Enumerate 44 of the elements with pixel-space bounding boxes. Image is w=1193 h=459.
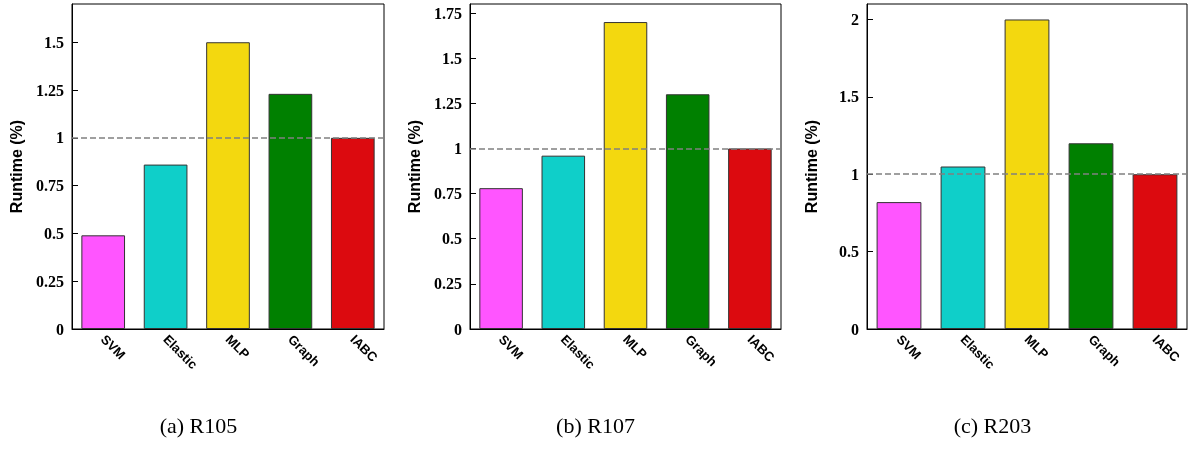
bar xyxy=(876,202,922,329)
y-tick-label: 0 xyxy=(851,320,859,338)
y-tick-label: 1.5 xyxy=(44,33,64,51)
y-tick-label: 1.5 xyxy=(839,88,859,106)
y-tick-label: 0.5 xyxy=(839,243,859,261)
y-tick-label: 0.75 xyxy=(36,177,64,195)
y-tick-label: 2 xyxy=(851,10,859,28)
y-tick-label: 0.75 xyxy=(434,185,462,203)
y-tick-label: 0.25 xyxy=(36,272,64,290)
bar xyxy=(1132,174,1178,329)
y-tick-label: 1.5 xyxy=(442,49,462,67)
y-axis-title: Runtime (%) xyxy=(7,119,25,214)
bar xyxy=(479,188,523,329)
y-tick-label: 1 xyxy=(851,165,859,183)
bar xyxy=(81,235,126,329)
y-tick-label: 0 xyxy=(454,320,462,338)
x-tick-label: MLP xyxy=(222,331,253,362)
text: (b) R107 xyxy=(556,412,635,438)
y-tick-label: 1.25 xyxy=(434,94,462,112)
y-tick-label: 1.75 xyxy=(434,4,462,22)
bar xyxy=(940,166,986,329)
y-tick-label: 0.25 xyxy=(434,275,462,293)
y-axis-title: Runtime (%) xyxy=(405,119,423,214)
bar xyxy=(541,155,586,329)
y-tick-label: 1 xyxy=(454,139,462,157)
y-axis-title: Runtime (%) xyxy=(802,119,820,214)
x-tick-label: MLP xyxy=(1021,331,1052,362)
y-tick-label: 1.25 xyxy=(36,81,64,99)
bar xyxy=(728,148,772,329)
bar xyxy=(665,94,710,329)
bar xyxy=(1004,19,1050,329)
bar xyxy=(206,42,250,329)
x-tick-label: MLP xyxy=(620,331,651,362)
y-tick-label: 0 xyxy=(56,320,64,338)
bar xyxy=(143,164,188,329)
y-tick-label: 0.5 xyxy=(44,224,64,242)
y-tick-label: 0.5 xyxy=(442,230,462,248)
text: (c) R203 xyxy=(953,412,1032,438)
text: (a) R105 xyxy=(159,412,238,438)
bar xyxy=(268,93,313,329)
bar xyxy=(603,22,648,329)
y-tick-label: 1 xyxy=(56,129,64,147)
bar xyxy=(1068,143,1114,329)
bar xyxy=(330,137,375,329)
